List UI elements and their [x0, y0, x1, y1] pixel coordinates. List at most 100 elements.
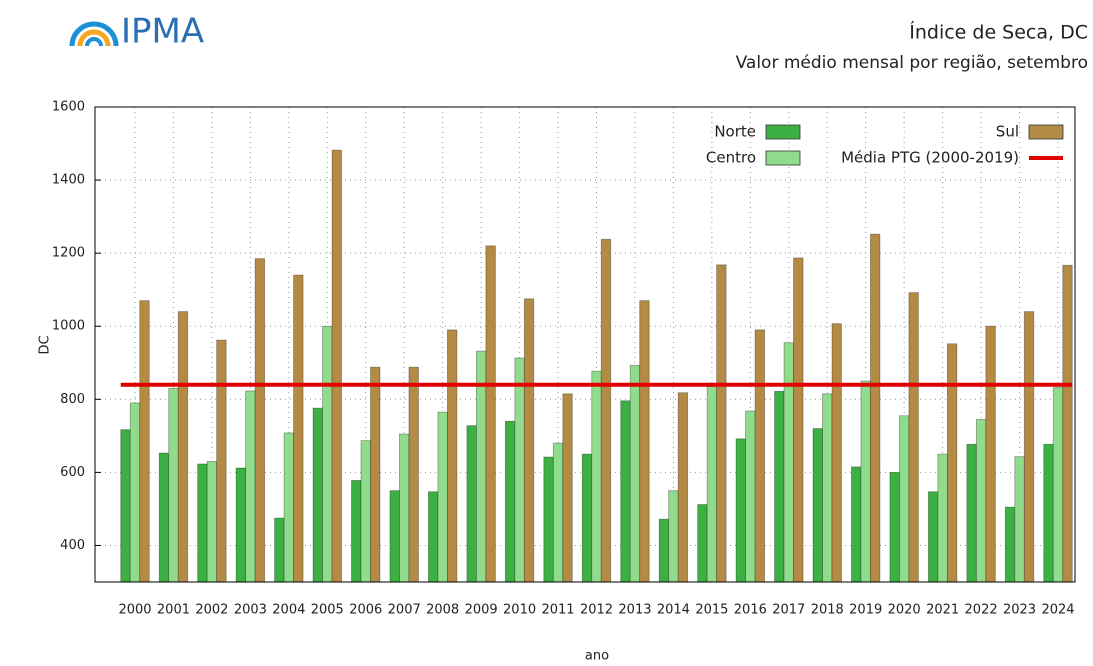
bar	[523, 298, 535, 583]
x-tick-label: 2002	[195, 603, 228, 618]
x-tick-label: 2012	[580, 603, 613, 618]
bar	[283, 432, 294, 583]
x-tick-label: 2024	[1041, 603, 1074, 618]
x-tick-label: 2007	[388, 603, 421, 618]
bar	[312, 407, 323, 583]
bar	[754, 329, 765, 583]
legend-swatch	[765, 124, 801, 140]
legend-label: Norte	[714, 123, 756, 141]
bar	[870, 233, 881, 583]
bar	[129, 402, 141, 583]
bar	[706, 386, 718, 583]
bar	[139, 300, 150, 583]
bar	[206, 461, 218, 583]
x-tick-label: 2018	[811, 603, 844, 618]
y-tick-label: 1600	[52, 100, 85, 115]
bar	[889, 471, 900, 583]
bar	[408, 366, 419, 583]
bar	[822, 393, 833, 583]
x-axis-label: ano	[585, 649, 609, 663]
bar	[735, 438, 746, 583]
bar	[293, 274, 304, 583]
bar	[908, 292, 919, 583]
x-tick-label: 2017	[772, 603, 805, 618]
bar	[812, 428, 823, 583]
bar	[658, 518, 670, 583]
y-tick-label: 1200	[52, 246, 85, 261]
y-tick-label: 1000	[52, 319, 85, 334]
bar	[543, 456, 554, 583]
x-tick-label: 2009	[465, 603, 498, 618]
y-tick-label: 1400	[52, 173, 85, 188]
bar	[1014, 456, 1025, 583]
bar	[562, 393, 573, 583]
bar	[591, 370, 602, 583]
x-tick-label: 2006	[349, 603, 382, 618]
y-axis-label: DC	[38, 335, 53, 354]
bar	[831, 323, 842, 583]
bar	[937, 453, 948, 583]
bar	[1023, 311, 1035, 583]
bar	[466, 425, 477, 583]
logo-icon	[69, 21, 119, 47]
x-tick-label: 2011	[541, 603, 574, 618]
x-tick-label: 2015	[695, 603, 728, 618]
x-tick-label: 2004	[272, 603, 305, 618]
bar	[274, 517, 285, 583]
bar	[620, 400, 631, 583]
plot-frame	[94, 106, 1076, 583]
bar	[370, 366, 381, 583]
bar	[331, 149, 342, 583]
x-tick-label: 2001	[157, 603, 190, 618]
bar	[552, 442, 564, 583]
bar	[927, 491, 939, 583]
bar	[985, 325, 996, 583]
bar	[245, 390, 256, 583]
x-tick-label: 2022	[965, 603, 998, 618]
bar	[360, 440, 371, 583]
bar	[783, 342, 794, 583]
bar	[899, 415, 910, 583]
bar	[966, 443, 977, 583]
x-tick-label: 2010	[503, 603, 536, 618]
bar	[351, 480, 362, 583]
bar	[168, 387, 179, 583]
bar	[975, 419, 987, 583]
bar	[581, 453, 593, 583]
y-tick-label: 400	[60, 538, 85, 553]
bar	[745, 410, 756, 583]
bar	[514, 357, 525, 583]
x-tick-label: 2019	[849, 603, 882, 618]
bar	[1043, 443, 1054, 583]
chart-subtitle: Valor médio mensal por região, setembro	[736, 53, 1088, 73]
bar	[235, 467, 247, 583]
bar	[254, 258, 266, 583]
bar	[389, 490, 400, 583]
x-tick-label: 2023	[1003, 603, 1036, 618]
bar	[774, 390, 785, 583]
x-tick-label: 2000	[118, 603, 151, 618]
bar	[1052, 387, 1064, 583]
bar	[399, 433, 410, 583]
y-tick-label: 800	[60, 392, 85, 407]
bar	[668, 490, 679, 583]
bar	[428, 491, 439, 583]
chart-title: Índice de Seca, DC	[909, 21, 1088, 44]
bar	[629, 364, 641, 583]
bar	[216, 339, 227, 583]
bar	[851, 466, 862, 583]
bar	[600, 238, 612, 583]
bar	[322, 325, 333, 583]
x-tick-label: 2016	[734, 603, 767, 618]
x-tick-label: 2014	[657, 603, 690, 618]
x-tick-label: 2003	[234, 603, 267, 618]
bar	[697, 504, 708, 583]
x-tick-label: 2013	[618, 603, 651, 618]
bar	[860, 380, 871, 583]
x-tick-label: 2008	[426, 603, 459, 618]
x-tick-label: 2021	[926, 603, 959, 618]
bar	[1004, 506, 1016, 583]
bar	[793, 257, 804, 583]
legend-swatch	[765, 150, 801, 166]
